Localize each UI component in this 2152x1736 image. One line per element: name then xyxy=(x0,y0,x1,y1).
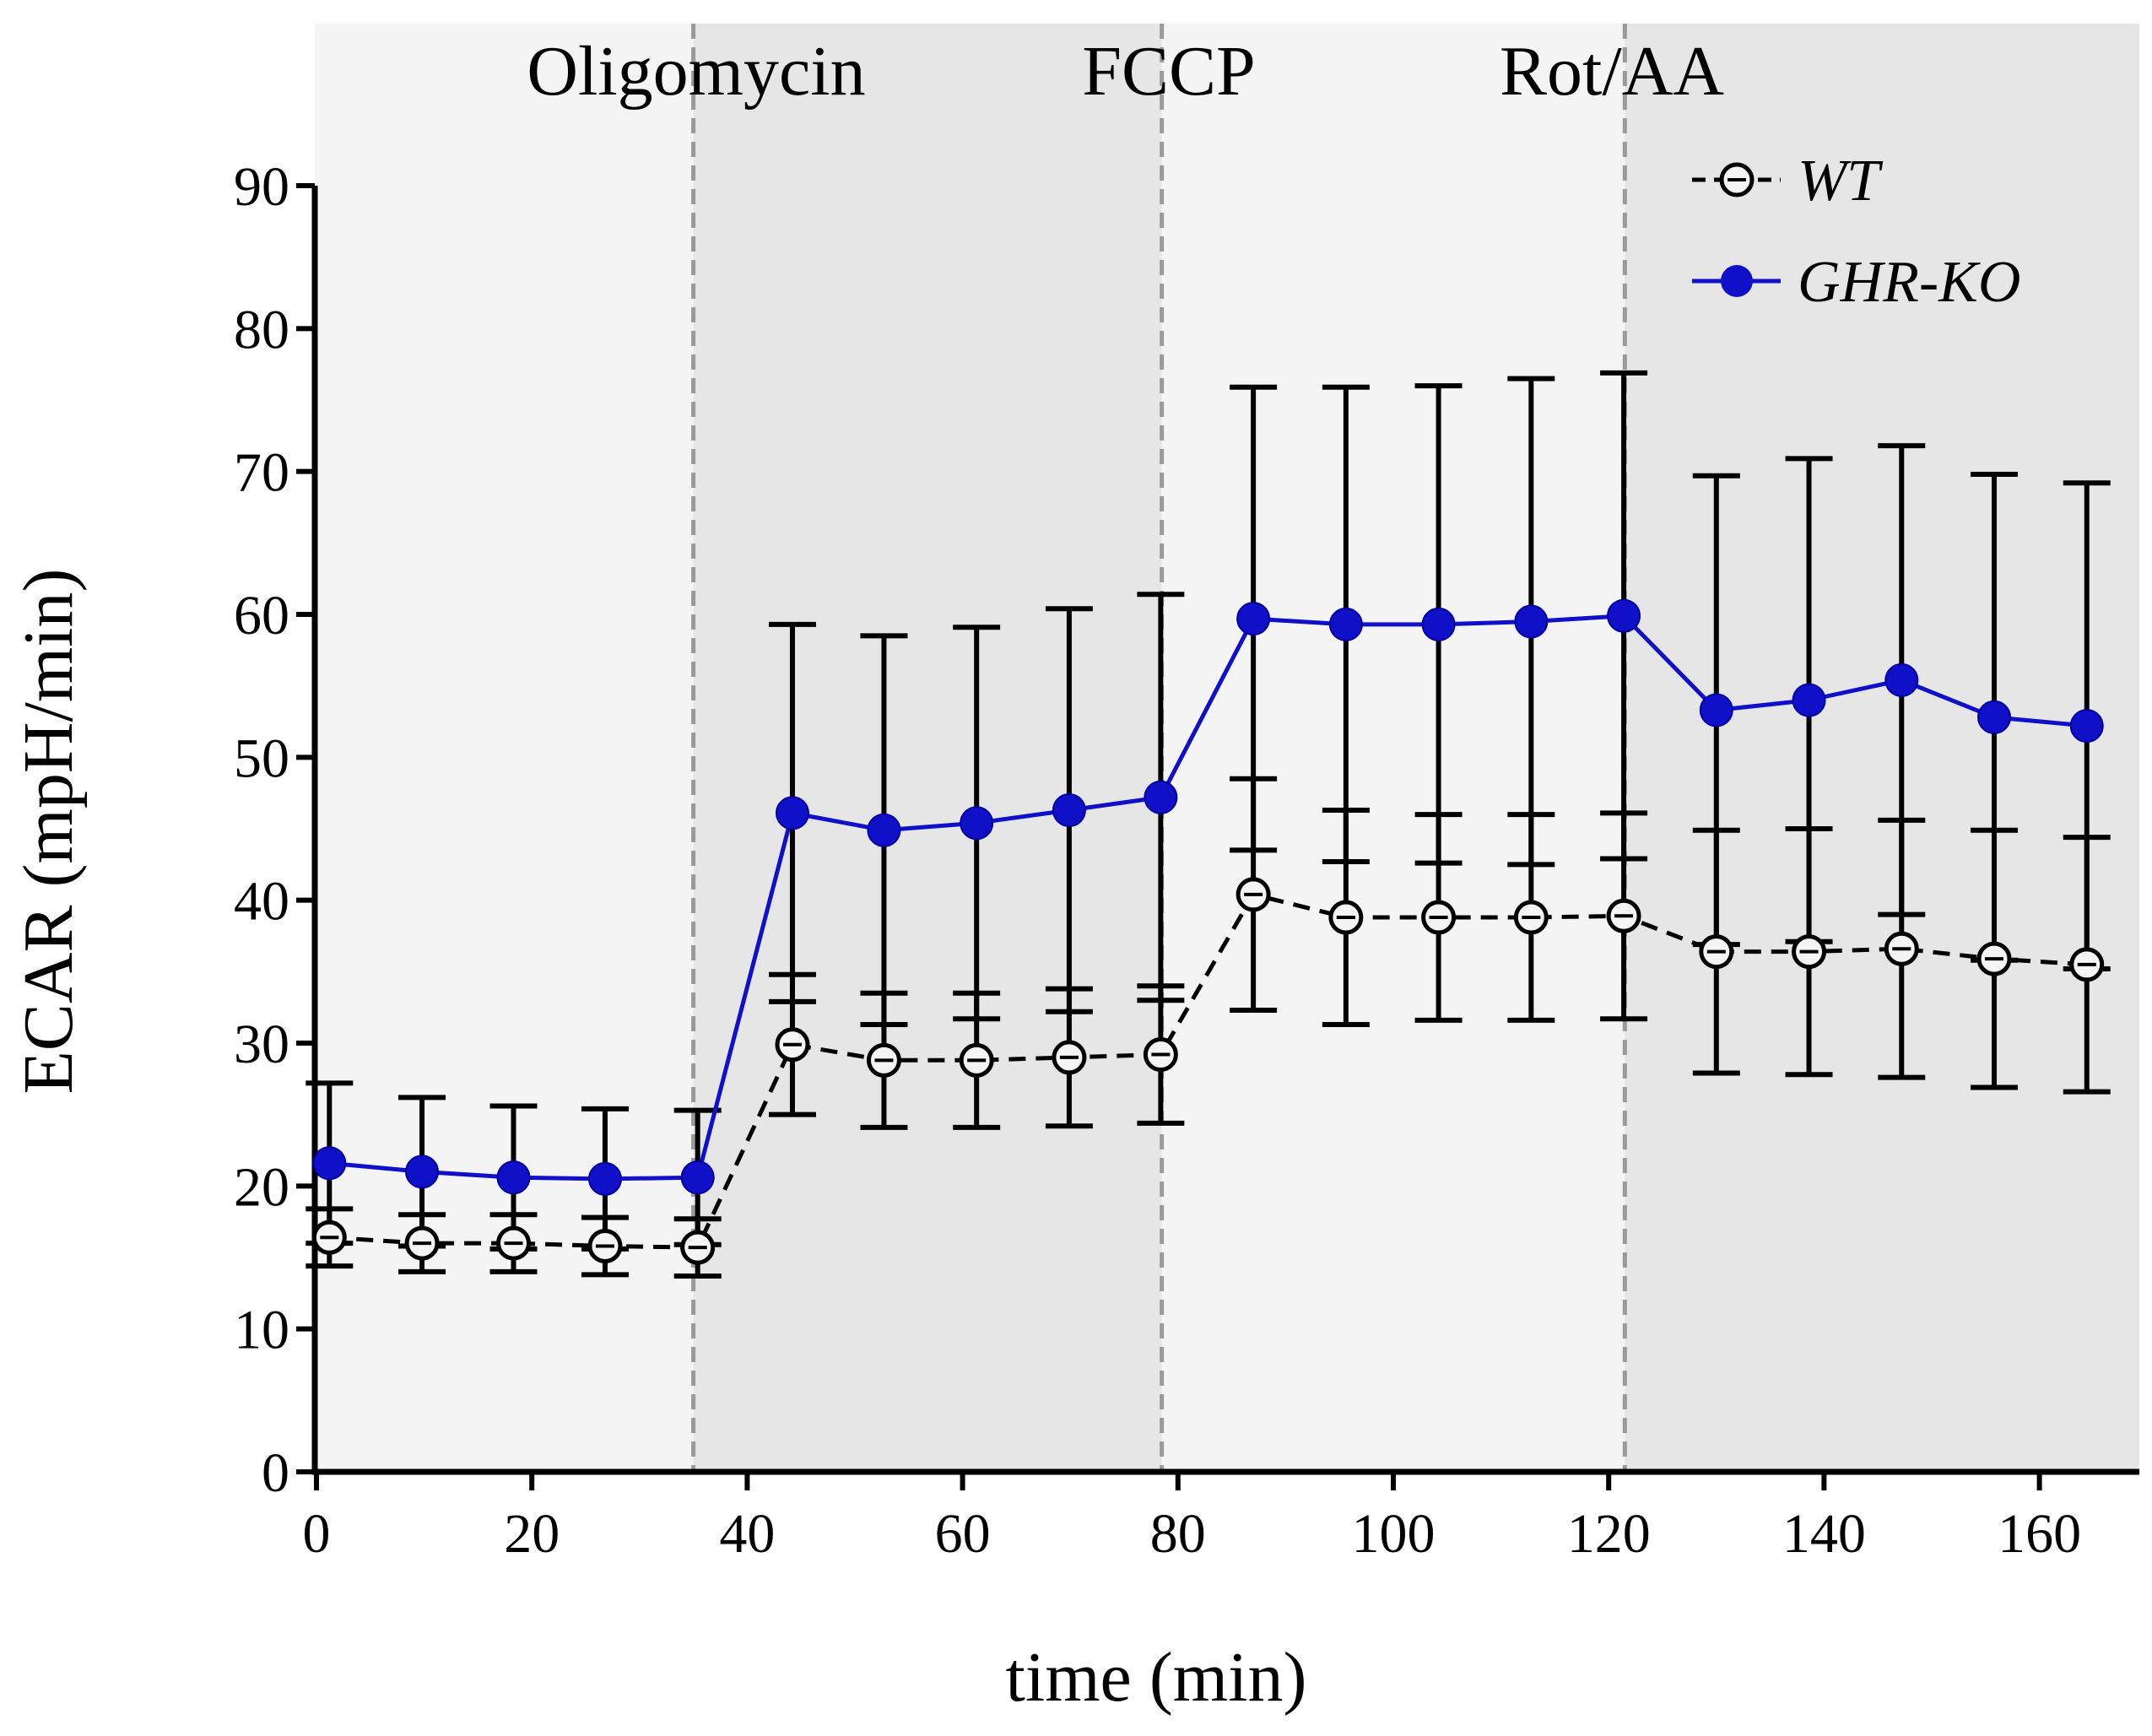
y-tick-label: 30 xyxy=(234,1014,289,1075)
y-axis-title: ECAR (mpH/min) xyxy=(9,569,88,1095)
shaded-band xyxy=(693,24,1162,1472)
data-point-GHR-KO xyxy=(680,1160,715,1195)
data-point-GHR-KO xyxy=(1514,604,1549,639)
data-point-GHR-KO xyxy=(1699,693,1733,727)
legend: WT GHR-KO xyxy=(1692,149,2020,315)
y-tick-label: 20 xyxy=(234,1156,289,1218)
x-tick-label: 140 xyxy=(1782,1503,1866,1565)
data-point-GHR-KO xyxy=(867,813,901,847)
y-tick-label: 40 xyxy=(234,871,289,933)
x-tick-label: 20 xyxy=(504,1503,560,1565)
y-tick-label: 0 xyxy=(262,1442,289,1504)
data-point-GHR-KO xyxy=(1607,598,1641,633)
shaded-band xyxy=(1625,24,2139,1472)
y-tick-label: 10 xyxy=(234,1300,289,1361)
y-tick-label: 90 xyxy=(234,156,289,218)
data-point-GHR-KO xyxy=(496,1160,531,1195)
data-point-GHR-KO xyxy=(1977,700,2012,734)
x-tick-label: 80 xyxy=(1150,1503,1206,1565)
y-tick-label: 70 xyxy=(234,442,289,504)
data-point-GHR-KO xyxy=(1144,780,1178,814)
series-layer xyxy=(305,370,2111,1279)
data-point-GHR-KO xyxy=(1328,607,1363,641)
data-point-GHR-KO xyxy=(1236,602,1271,636)
x-tick-label: 0 xyxy=(303,1503,331,1565)
series-line-WT xyxy=(329,892,2087,1250)
x-tick-label: 160 xyxy=(1998,1503,2081,1565)
x-tick-label: 120 xyxy=(1567,1503,1651,1565)
y-tick-label: 50 xyxy=(234,727,289,789)
data-point-GHR-KO xyxy=(312,1146,347,1181)
x-tick-label: 40 xyxy=(719,1503,775,1565)
injection-label: Oligomycin xyxy=(527,32,865,111)
legend-label-GHR-KO: GHR-KO xyxy=(1798,250,2020,315)
data-point-GHR-KO xyxy=(2069,709,2104,744)
data-point-GHR-KO xyxy=(960,806,994,841)
injection-label: Rot/AA xyxy=(1500,32,1724,111)
data-point-GHR-KO xyxy=(1421,607,1456,641)
data-point-GHR-KO xyxy=(775,796,809,830)
data-point-GHR-KO xyxy=(1792,683,1826,717)
injection-label: FCCP xyxy=(1082,32,1256,111)
data-point-GHR-KO xyxy=(1884,662,1919,697)
legend-marker-GHR-KO xyxy=(1721,265,1753,297)
legend-label-WT: WT xyxy=(1798,149,1884,214)
data-point-GHR-KO xyxy=(405,1155,440,1189)
treatment-bands xyxy=(315,24,2139,1472)
y-tick-label: 80 xyxy=(234,299,289,360)
data-point-GHR-KO xyxy=(587,1161,622,1196)
axes: 0 10 20 30 40 50 60 70 80 90 0 20 40 60 80 100 120 140 160 xyxy=(234,156,2139,1565)
data-point-GHR-KO xyxy=(1052,792,1086,827)
x-tick-label: 100 xyxy=(1352,1503,1436,1565)
x-tick-label: 60 xyxy=(935,1503,991,1565)
y-tick-label: 60 xyxy=(234,585,289,646)
injection-labels: Oligomycin FCCP Rot/AA xyxy=(527,32,1724,111)
shaded-band xyxy=(1161,24,1625,1472)
x-axis-title: time (min) xyxy=(1006,1638,1307,1717)
